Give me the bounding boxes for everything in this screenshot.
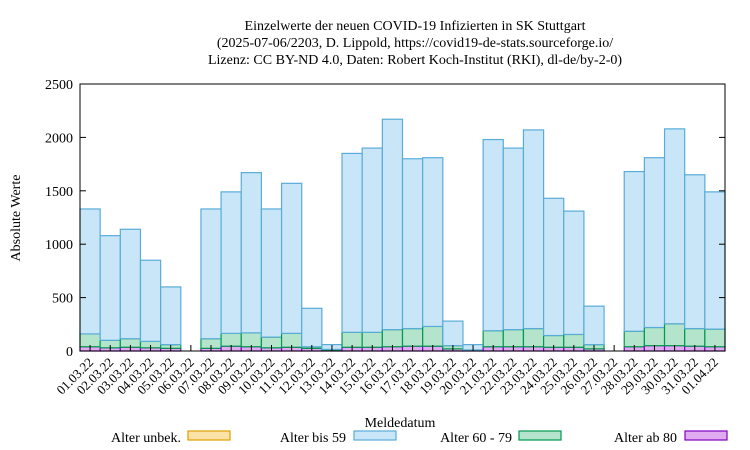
bar-segment-alter-bis-59-04.03.22 [139, 259, 162, 342]
chart-title: Einzelwerte der neuen COVID-19 Infiziert… [208, 19, 622, 68]
bar-segment-alter-bis-59-12.03.22 [301, 307, 323, 348]
bar-segment-alter-bis-59-02.03.22 [99, 235, 121, 341]
bar-segment-alter-bis-59-29.03.22 [643, 157, 666, 329]
bar-segment-alter-bis-59-14.03.22 [341, 152, 363, 333]
bar-segment-alter-bis-59-03.03.22 [119, 228, 142, 340]
chart-title-line-3: Lizenz: CC BY-ND 4.0, Daten: Robert Koch… [208, 53, 622, 68]
legend-label-alter-unbek-: Alter unbek. [111, 431, 181, 446]
plot-frame [79, 83, 726, 352]
bar-segment-alter-60-79-08.03.22 [220, 332, 242, 347]
legend-label-alter-ab-80: Alter ab 80 [614, 431, 677, 446]
bar-segment-alter-bis-59-18.03.22 [422, 157, 444, 328]
bar-segment-alter-bis-59-25.03.22 [563, 210, 585, 336]
bar-segment-alter-bis-59-09.03.22 [240, 172, 263, 334]
bar-segment-alter-bis-59-24.03.22 [542, 197, 565, 337]
bar-segment-alter-bis-59-01.04.22 [704, 191, 726, 330]
bar-segment-alter-bis-59-05.03.22 [160, 286, 182, 346]
legend-swatch-alter-ab-80 [684, 430, 728, 441]
y-tick-label: 2000 [45, 131, 73, 146]
bar-segment-alter-60-79-17.03.22 [401, 327, 424, 347]
bar-segment-alter-60-79-31.03.22 [684, 327, 706, 347]
bar-segment-alter-bis-59-11.03.22 [280, 182, 303, 334]
y-tick-label: 2500 [45, 78, 73, 93]
bar-segment-alter-bis-59-31.03.22 [684, 174, 706, 330]
bar-segment-alter-60-79-23.03.22 [522, 327, 545, 348]
bar-segment-alter-bis-59-26.03.22 [583, 305, 605, 346]
bar-segment-alter-60-79-09.03.22 [240, 332, 263, 348]
bar-segment-alter-bis-59-15.03.22 [361, 147, 383, 333]
bar-segment-alter-bis-59-30.03.22 [663, 128, 686, 325]
bar-segment-alter-bis-59-28.03.22 [623, 170, 645, 332]
y-axis-label: Absolute Werte [9, 175, 24, 262]
bar-segment-alter-bis-59-21.03.22 [482, 138, 504, 332]
x-axis-label: Meldedatum [365, 416, 436, 431]
legend-swatch-alter-60-79 [518, 430, 562, 441]
chart-title-line-1: Einzelwerte der neuen COVID-19 Infiziert… [245, 19, 586, 34]
bar-segment-alter-bis-59-07.03.22 [200, 208, 222, 340]
chart-title-line-2: (2025-07-06/2203, D. Lippold, https://co… [217, 36, 613, 51]
bar-segment-alter-60-79-18.03.22 [422, 325, 444, 347]
bar-segment-alter-60-79-28.03.22 [623, 330, 645, 348]
bar-segment-alter-bis-59-22.03.22 [502, 147, 525, 331]
legend-swatch-alter-unbek- [187, 430, 231, 441]
legend-swatch-alter-bis-59 [353, 430, 397, 441]
legend: Alter unbek. Alter bis 59 Alter 60 - 79 Alt… [111, 430, 728, 446]
bar-segment-alter-bis-59-16.03.22 [381, 118, 404, 331]
bar-segment-alter-60-79-21.03.22 [482, 330, 504, 348]
y-tick-label: 500 [52, 292, 73, 307]
legend-label-alter-60-79: Alter 60 - 79 [440, 431, 512, 446]
bar-segment-alter-bis-59-23.03.22 [522, 129, 545, 330]
legend-label-alter-bis-59: Alter bis 59 [280, 431, 346, 446]
y-tick-label: 1500 [45, 185, 73, 200]
y-tick-label: 1000 [45, 238, 73, 253]
bar-segment-alter-bis-59-01.03.22 [79, 208, 101, 335]
bar-segment-alter-60-79-01.03.22 [79, 333, 101, 348]
bar-segment-alter-bis-59-10.03.22 [260, 208, 283, 338]
bars-layer [79, 118, 726, 352]
bar-segment-alter-60-79-01.04.22 [704, 328, 726, 348]
bar-segment-alter-60-79-16.03.22 [381, 329, 404, 348]
y-tick-label: 0 [66, 345, 73, 360]
bar-segment-alter-60-79-22.03.22 [502, 329, 525, 348]
bar-segment-alter-bis-59-19.03.22 [442, 320, 464, 347]
bar-segment-alter-bis-59-17.03.22 [401, 158, 424, 330]
bar-segment-alter-bis-59-08.03.22 [220, 191, 242, 334]
bar-segment-alter-60-79-30.03.22 [663, 323, 686, 347]
bar-segment-alter-60-79-29.03.22 [643, 326, 666, 347]
